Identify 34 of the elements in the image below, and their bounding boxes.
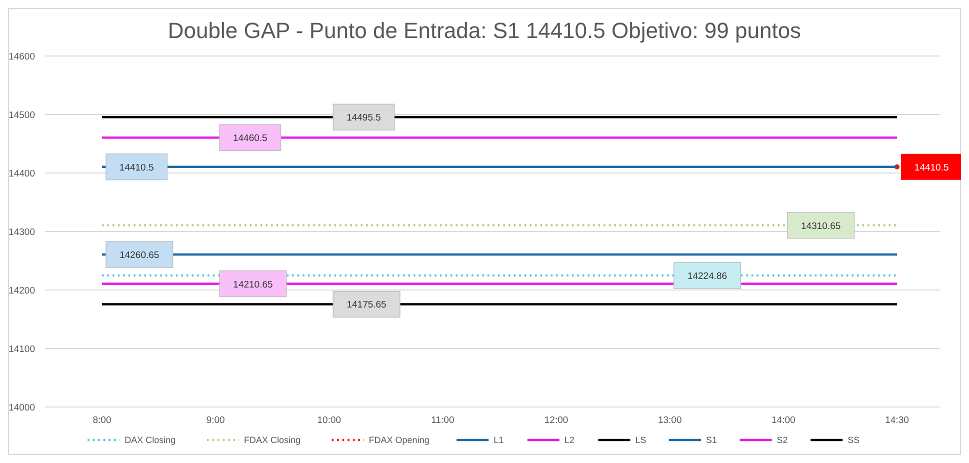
data-label: 14410.5: [119, 162, 154, 174]
legend-label: S2: [776, 435, 788, 445]
x-tick-label: 12:00: [544, 415, 568, 426]
legend-label: LS: [635, 435, 646, 445]
data-label: 14175.65: [346, 300, 386, 311]
chart-title: Double GAP - Punto de Entrada: S1 14410.5 Objetivo: 99 puntos: [168, 18, 802, 43]
y-tick-label: 14500: [8, 110, 35, 121]
legend-label: DAX Closing: [124, 435, 176, 445]
y-tick-label: 14100: [8, 344, 35, 355]
data-label: 14260.65: [120, 250, 160, 262]
x-tick-label: 10:00: [317, 415, 342, 426]
data-label: 14460.5: [233, 133, 268, 144]
x-tick-label: 14:30: [885, 415, 909, 426]
legend-label: L2: [564, 435, 574, 445]
x-tick-label: 11:00: [431, 415, 454, 426]
legend-label: FDAX Opening: [368, 435, 430, 445]
legend-label: SS: [848, 435, 860, 445]
y-tick-label: 14400: [8, 168, 35, 180]
y-tick-label: 14300: [8, 227, 35, 238]
x-tick-label: 14:00: [772, 415, 796, 426]
legend-label: L1: [494, 435, 504, 445]
x-tick-label: 13:00: [658, 415, 682, 426]
data-label: 14224.86: [687, 270, 728, 282]
x-tick-label: 8:00: [92, 415, 112, 426]
data-label: 14410.5: [914, 162, 949, 174]
legend-label: S1: [706, 435, 718, 445]
x-tick-label: 9:00: [206, 415, 225, 426]
legend-label: FDAX Closing: [244, 435, 301, 445]
data-label: 14210.65: [233, 279, 273, 290]
data-label: 14310.65: [801, 220, 841, 232]
y-tick-label: 14000: [8, 402, 35, 414]
y-tick-label: 14200: [8, 286, 35, 296]
y-tick-label: 14600: [8, 52, 35, 62]
data-label: 14495.5: [346, 112, 381, 124]
